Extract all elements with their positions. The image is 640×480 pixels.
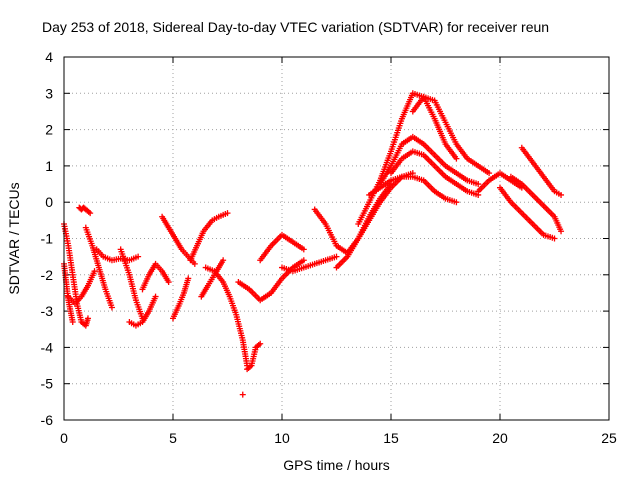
y-tick-label: -1 [41, 231, 54, 247]
data-point [475, 181, 482, 188]
y-tick-label: -6 [41, 412, 54, 428]
y-tick-label: -4 [41, 339, 54, 355]
data-point [108, 304, 115, 311]
grid [64, 57, 609, 420]
data-point [239, 391, 246, 398]
data-point [558, 191, 565, 198]
data-point [191, 260, 198, 267]
data-point [300, 257, 307, 264]
y-tick-label: 2 [45, 122, 53, 138]
x-tick-label: 15 [383, 430, 399, 446]
y-tick-label: -3 [41, 303, 54, 319]
data-point [453, 155, 460, 162]
data-point [333, 253, 340, 260]
y-tick-label: 4 [45, 49, 53, 65]
x-axis-label: GPS time / hours [283, 457, 390, 473]
data-point [558, 228, 565, 235]
data-point [152, 293, 159, 300]
chart-title: Day 253 of 2018, Sidereal Day-to-day VTE… [42, 19, 549, 35]
data-point [453, 199, 460, 206]
y-tick-label: 1 [45, 158, 53, 174]
data-point [185, 275, 192, 282]
axis-ticks: 0 5 10 15 20 25 -6 -5 -4 -3 -2 -1 0 1 2 3 4 [41, 49, 617, 446]
y-tick-label: -5 [41, 376, 54, 392]
x-tick-label: 0 [60, 430, 68, 446]
y-tick-label: 0 [45, 194, 53, 210]
y-tick-label: 3 [45, 85, 53, 101]
x-tick-label: 25 [601, 430, 617, 446]
x-tick-label: 20 [492, 430, 508, 446]
data-point [300, 246, 307, 253]
data-point [486, 170, 493, 177]
y-axis-label: SDTVAR / TECUs [6, 182, 22, 294]
data-point [135, 253, 142, 260]
data-point [84, 315, 91, 322]
data-point [257, 340, 264, 347]
data-point [69, 318, 76, 325]
x-tick-label: 5 [169, 430, 177, 446]
data-point [165, 279, 172, 286]
data-point [224, 210, 231, 217]
data-point [91, 268, 98, 275]
x-tick-label: 10 [274, 430, 290, 446]
data-point [220, 257, 227, 264]
plot-frame [63, 56, 610, 421]
y-tick-label: -2 [41, 267, 54, 283]
data-point [87, 210, 94, 217]
data-point [551, 235, 558, 242]
data-points [61, 90, 565, 398]
